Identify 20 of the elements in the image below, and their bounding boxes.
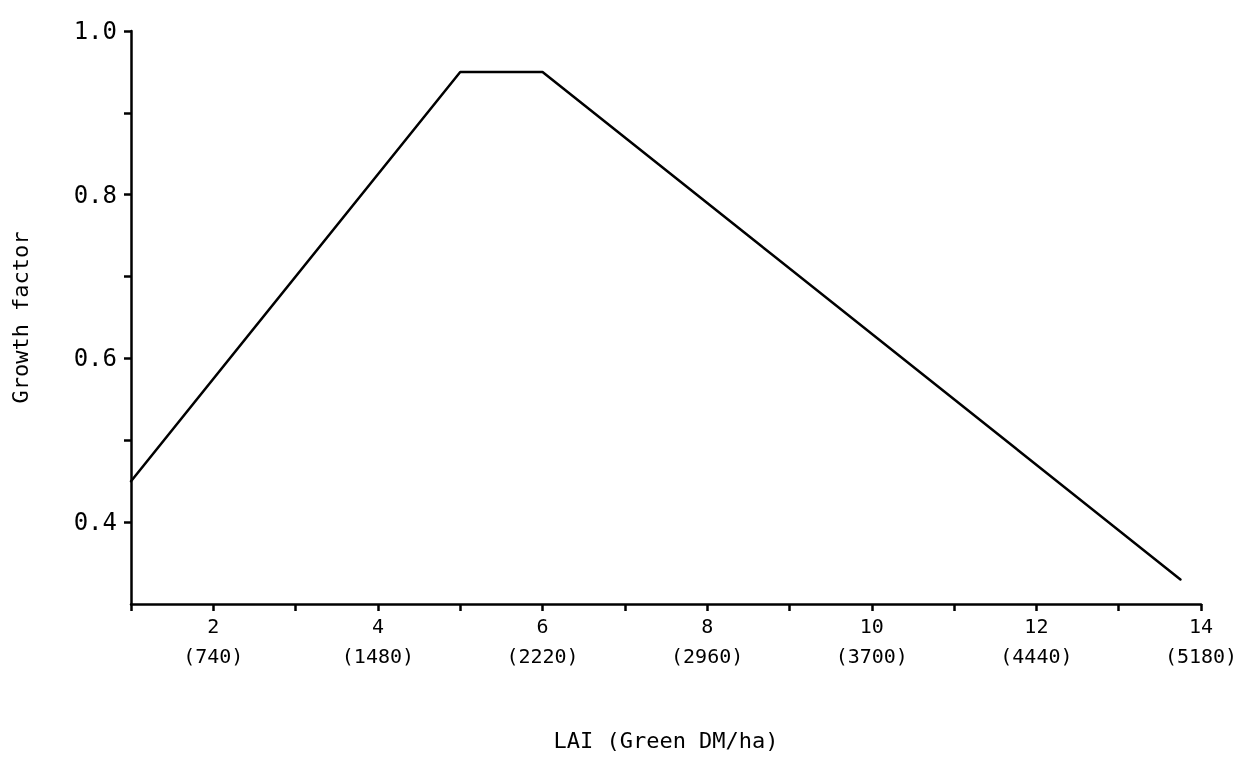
x-tick-label: 6 <box>536 614 549 638</box>
x2-tick-label: (1480) <box>341 644 415 668</box>
y-tick-label: 0.8 <box>73 180 117 209</box>
x-tick-label: 12 <box>1024 614 1049 638</box>
x2-tick-label: (4440) <box>1000 644 1073 668</box>
x-tick-label: 2 <box>207 614 220 638</box>
x2-tick-label: (3700) <box>835 644 908 668</box>
x2-tick-label: (2220) <box>506 644 579 668</box>
x-axis-title: LAI (Green DM/ha) <box>553 727 779 753</box>
x-tick-label: 8 <box>701 614 714 638</box>
y-tick-label: 0.6 <box>73 344 117 373</box>
y-tick-label: 1.0 <box>73 17 117 45</box>
x2-tick-label: (740) <box>183 644 244 668</box>
y-tick-label: 0.4 <box>73 508 117 537</box>
x-tick-label: 14 <box>1188 614 1214 638</box>
x-tick-label: 4 <box>371 614 384 638</box>
x2-tick-label: (2960) <box>671 644 744 668</box>
x-tick-label: 10 <box>859 614 884 638</box>
y-axis-title: Growth factor <box>7 231 33 404</box>
x2-tick-label: (5180) <box>1164 644 1238 668</box>
